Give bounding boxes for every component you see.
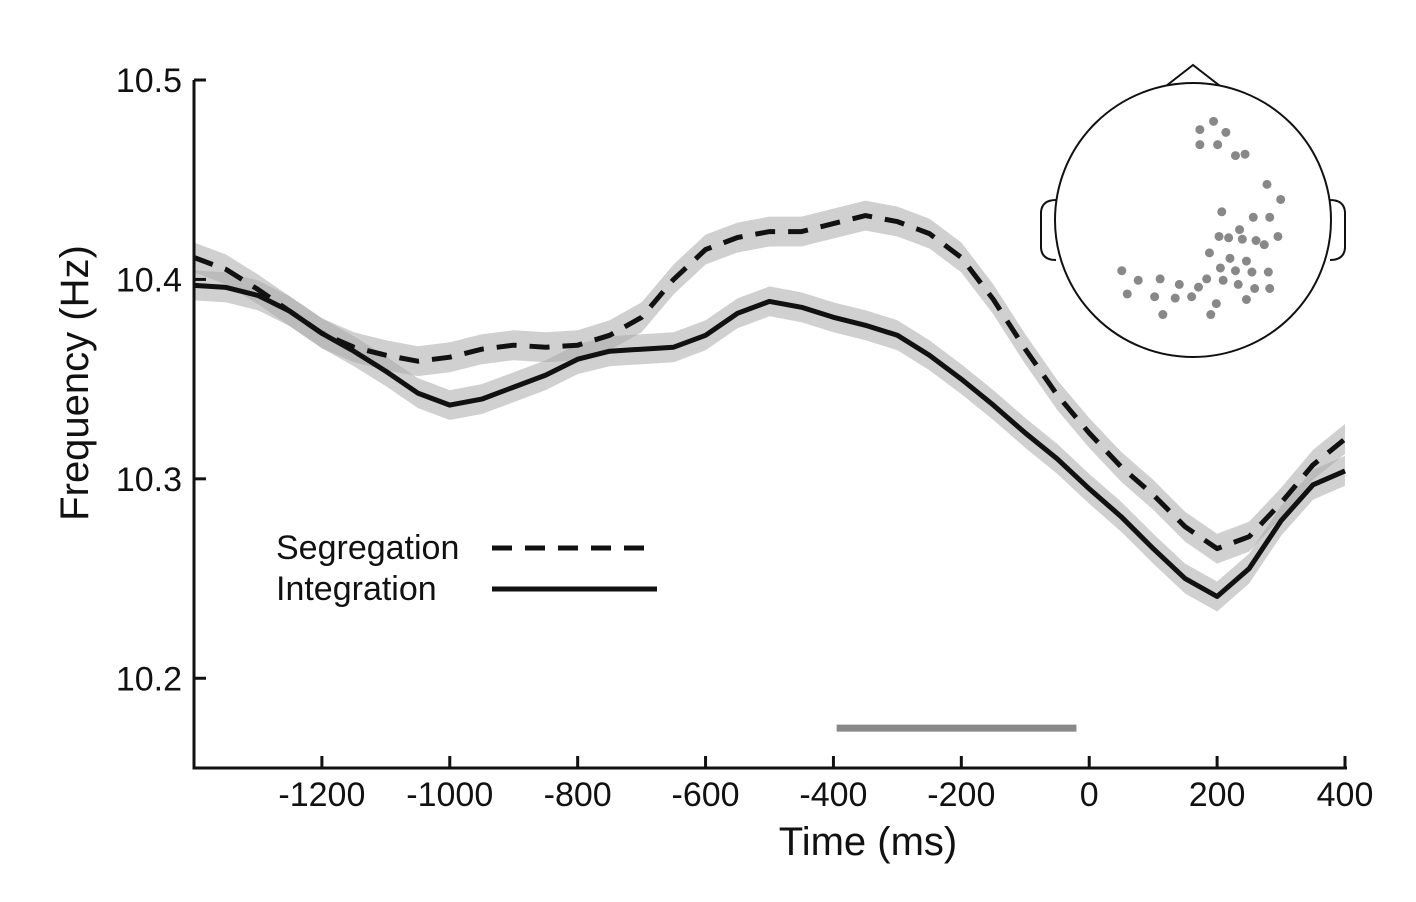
head-map-inset <box>1040 63 1346 358</box>
head-outline <box>1054 82 1332 358</box>
right-ear-shape <box>1329 199 1346 261</box>
electrode-dot <box>1195 140 1205 150</box>
electrode-dot <box>1250 284 1260 293</box>
electrode-dot <box>1195 125 1205 135</box>
legend: Segregation Integration <box>276 529 657 608</box>
electrode-dot <box>1213 140 1223 150</box>
electrode-dot <box>1202 274 1212 284</box>
electrode-dot <box>1209 116 1219 126</box>
y-tick-label: 10.5 <box>116 62 182 100</box>
x-tick-label: -800 <box>544 776 612 814</box>
y-tick-label: 10.3 <box>116 461 182 499</box>
electrode-dot <box>1241 256 1251 266</box>
electrode-dot <box>1193 282 1203 292</box>
legend-label-integration: Integration <box>276 570 437 608</box>
x-tick-label: -1000 <box>406 776 493 814</box>
electrode-dot <box>1237 234 1247 244</box>
electrode-dot <box>1133 275 1143 285</box>
electrode-dots <box>1117 116 1286 320</box>
y-tick-label: 10.2 <box>116 660 182 698</box>
series-line-integration <box>193 282 1346 599</box>
electrode-dot <box>1211 299 1221 309</box>
electrode-dot <box>1150 292 1160 302</box>
x-axis-title: Time (ms) <box>779 820 957 864</box>
x-tick-label: 0 <box>1080 776 1099 814</box>
electrode-dot <box>1263 267 1273 277</box>
x-tick-label: -400 <box>799 776 867 814</box>
electrode-dot <box>1214 231 1224 241</box>
electrode-dot <box>1217 207 1227 217</box>
legend-label-segregation: Segregation <box>276 529 459 567</box>
electrode-dot <box>1273 231 1283 241</box>
confidence-bands <box>194 200 1345 612</box>
series-line-segregation <box>193 213 1347 552</box>
electrode-dot <box>1247 267 1257 277</box>
electrode-dot <box>1218 275 1228 285</box>
x-tick-label: -600 <box>672 776 740 814</box>
electrode-dot <box>1204 248 1214 258</box>
electrode-dot <box>1187 292 1197 302</box>
electrode-dot <box>1215 263 1225 273</box>
x-tick-label: -200 <box>927 776 995 814</box>
y-axis-title: Frequency (Hz) <box>53 245 97 521</box>
electrode-dot <box>1265 212 1275 222</box>
electrode-dot <box>1230 151 1240 161</box>
left-ear-shape <box>1040 199 1057 261</box>
electrode-dot <box>1233 279 1243 289</box>
electrode-dot <box>1224 233 1234 243</box>
x-tick-label: 200 <box>1189 776 1246 814</box>
electrode-dot <box>1276 194 1286 204</box>
y-tick-label: 10.4 <box>116 261 182 299</box>
electrode-dot <box>1248 212 1258 222</box>
axes <box>192 80 1347 770</box>
series-lines <box>193 213 1347 599</box>
electrode-dot <box>1265 284 1275 293</box>
electrode-dot <box>1251 236 1261 246</box>
electrode-dot <box>1174 279 1184 289</box>
electrode-dot <box>1122 289 1132 299</box>
electrode-dot <box>1221 127 1231 137</box>
electrode-dot <box>1259 240 1269 250</box>
x-ticks: -1200 -1000 -800 -600 -400 -200 0 200 400 <box>278 756 1373 814</box>
electrode-dot <box>1230 266 1240 276</box>
electrode-dot <box>1240 149 1250 159</box>
x-tick-label: 400 <box>1317 776 1374 814</box>
y-ticks: 10.2 10.3 10.4 10.5 <box>116 62 206 698</box>
electrode-dot <box>1158 310 1168 320</box>
electrode-dot <box>1241 294 1251 304</box>
electrode-dot <box>1225 253 1235 263</box>
electrode-dot <box>1235 225 1245 235</box>
electrode-dot <box>1206 310 1216 320</box>
electrode-dot <box>1262 179 1272 189</box>
electrode-dot <box>1117 266 1127 276</box>
electrode-dot <box>1155 274 1165 284</box>
x-tick-label: -1200 <box>278 776 365 814</box>
confidence-band-integration <box>194 270 1345 612</box>
electrode-dot <box>1170 293 1180 303</box>
